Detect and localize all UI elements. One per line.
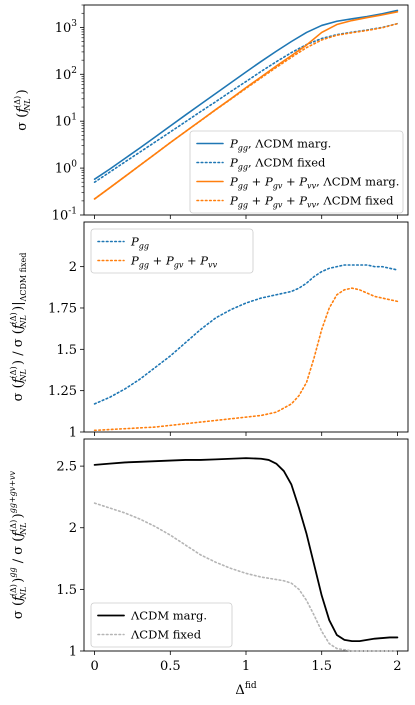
- series-line: [93, 502, 399, 652]
- panel-middle: 1 1.25 1.5 1.75 2 Pgg Pgg + Pgv + Pvv σ (f(Δ)NL…: [9, 221, 409, 441]
- series-line: [93, 9, 399, 180]
- series-line: [93, 457, 399, 643]
- series-line: [93, 22, 399, 200]
- legend-box: [90, 602, 233, 648]
- legend: ΛCDM marg. ΛCDM fixed: [90, 602, 233, 648]
- y-tick-label: 10-1: [52, 207, 77, 224]
- series-line: [93, 264, 399, 405]
- y-tick-label: 102: [55, 66, 77, 83]
- legend-label: ΛCDM marg.: [130, 609, 207, 623]
- x-tick-label: 0.5: [160, 659, 181, 674]
- legend-label: Pgg, ΛCDM marg.: [229, 137, 331, 153]
- panel-bottom: 0 0.5 1 1.5 2 1 1.5 2 2.5 ΛCDM marg. ΛCDM fixed σ (…: [8, 438, 409, 674]
- y-tick-label: 2: [69, 260, 77, 275]
- y-tick-label: 103: [55, 19, 78, 36]
- legend-box: [90, 228, 254, 274]
- y-tick-label: 1.25: [48, 384, 77, 399]
- legend-box: [189, 130, 404, 214]
- y-tick-label: 1.5: [56, 583, 77, 598]
- y-tick-label: 1.5: [56, 343, 77, 358]
- y-tick-label: 1: [69, 426, 77, 441]
- y-tick-label: 2.5: [56, 460, 77, 475]
- x-tick-label: 2: [393, 659, 401, 674]
- y-tick-label: 101: [55, 113, 77, 130]
- series-line: [93, 287, 399, 432]
- legend: Pgg, ΛCDM marg. Pgg, ΛCDM fixed Pgg + Pgv …: [189, 130, 404, 214]
- y-axis-label: σ (f(Δ)NL ) / σ (f(Δ)NL )|ΛCDM fixed: [9, 253, 28, 402]
- x-tick-label: 1.5: [311, 659, 332, 674]
- legend-label: Pgg + Pgv + Pvv, ΛCDM marg.: [229, 175, 399, 191]
- x-axis-label-text: Δfid: [235, 681, 256, 698]
- legend-label: Pgg + Pgv + Pvv, ΛCDM fixed: [229, 194, 394, 210]
- legend: Pgg Pgg + Pgv + Pvv: [90, 228, 254, 274]
- legend-label: Pgg: [130, 235, 149, 251]
- x-tick-label: 0: [90, 659, 98, 674]
- x-tick-label: 1: [242, 659, 250, 674]
- y-axis-label: σ (f(Δ)NL )gg / σ (f(Δ)NL )gg+gv+vv: [8, 470, 28, 619]
- x-axis-label: Δfid: [235, 681, 256, 698]
- y-axis-label: σ (f(Δ)NL ): [13, 89, 32, 130]
- legend-label: Pgg, ΛCDM fixed: [229, 156, 326, 172]
- y-tick-label: 1.75: [48, 301, 77, 316]
- y-tick-label: 1: [69, 645, 77, 660]
- legend-label: ΛCDM fixed: [130, 628, 202, 642]
- legend-label: Pgg + Pgv + Pvv: [130, 254, 218, 270]
- y-tick-label: 2: [69, 521, 77, 536]
- y-tick-label: 100: [55, 160, 78, 177]
